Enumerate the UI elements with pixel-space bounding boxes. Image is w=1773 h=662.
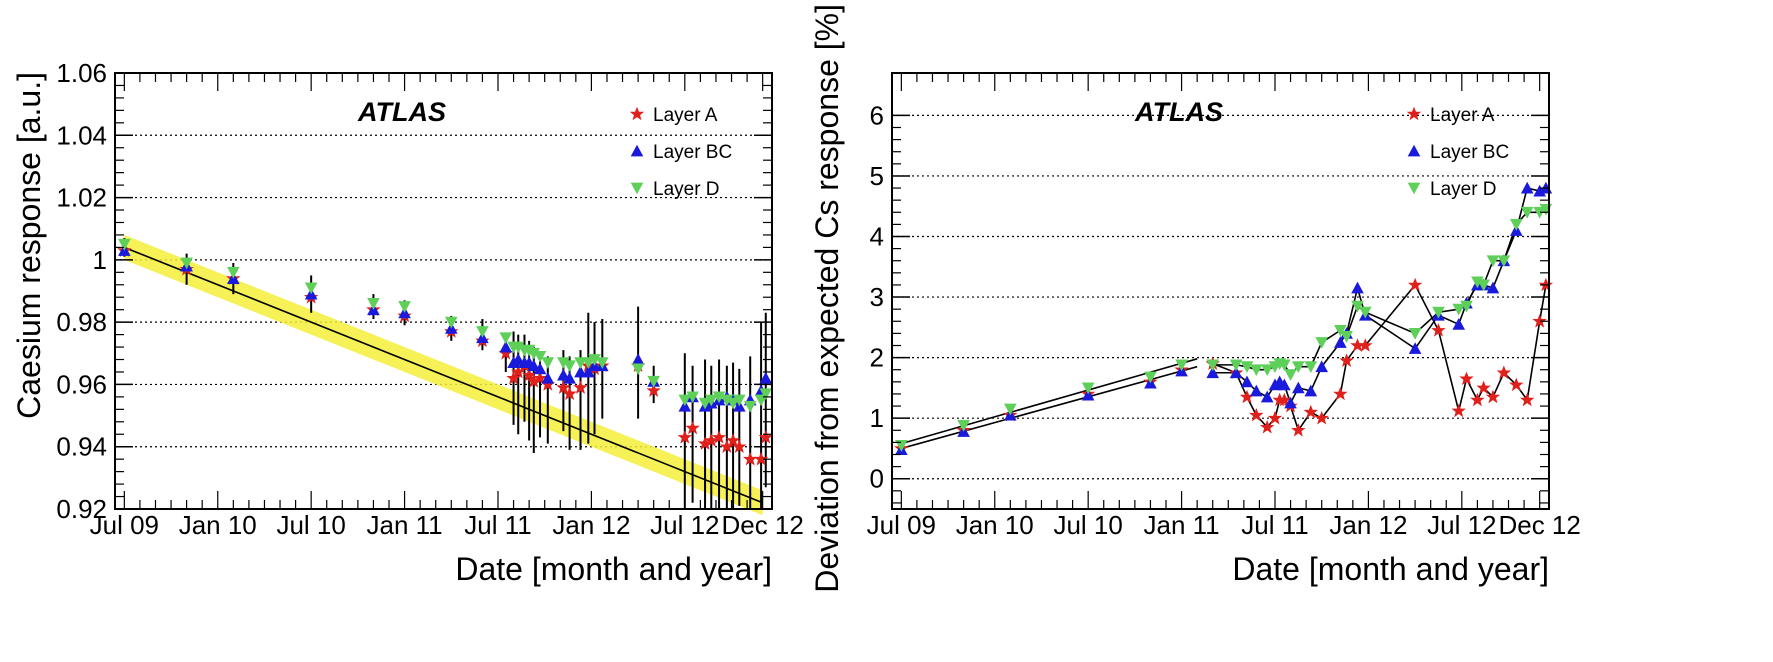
data-point-layer-d: [632, 363, 645, 375]
data-point-layer-a: [1520, 393, 1534, 407]
data-point-layer-d: [744, 401, 757, 413]
left-y-tick-label: 1.04: [56, 120, 107, 150]
trend-line: [901, 359, 1197, 444]
legend-marker-layer-a: [1407, 107, 1421, 121]
data-point-layer-d: [1510, 219, 1523, 231]
data-point-layer-d: [1359, 307, 1372, 319]
expected-decrease-line: [124, 247, 762, 502]
left-atlas-label: ATLAS: [357, 97, 446, 127]
data-point-layer-d: [1284, 369, 1297, 381]
data-point-layer-a: [1268, 411, 1282, 425]
right-x-axis-title: Date [month and year]: [1232, 551, 1549, 587]
data-point-layer-a: [1240, 390, 1254, 404]
data-point-layer-d: [1409, 328, 1422, 340]
left-x-tick-label: Jul 12: [650, 510, 719, 540]
right-y-axis-title: Deviation from expected Cs response [%]: [809, 4, 845, 593]
legend-label: Layer D: [653, 179, 720, 200]
right-y-tick-label: 2: [870, 343, 884, 373]
data-point-layer-a: [1333, 387, 1347, 401]
right-y-tick-label: 1: [870, 403, 884, 433]
legend-marker-layer-bc: [631, 145, 644, 157]
left-y-tick-label: 1.02: [56, 183, 107, 213]
data-point-layer-d: [895, 440, 908, 452]
left-x-tick-label: Dec 12: [721, 510, 803, 540]
legend-marker-layer-bc: [1408, 145, 1421, 157]
left-y-tick-label: 0.96: [56, 369, 107, 399]
right-markers: [894, 182, 1553, 455]
left-x-axis-title: Date [month and year]: [455, 551, 772, 587]
left-x-tick-label: Jan 11: [367, 510, 443, 540]
right-plot-frame: [892, 73, 1549, 509]
legend-label: Layer A: [1430, 105, 1495, 126]
data-point-layer-a: [1249, 408, 1263, 422]
right-atlas-label: ATLAS: [1134, 97, 1223, 127]
data-point-layer-d: [305, 282, 318, 294]
right-tick-labels: 0 1 2 3 4 5 6 Jul 09 Jan 10 Jul 10 Jan 11 Jul 11 Jan…: [867, 100, 1581, 540]
data-point-layer-a: [1314, 411, 1328, 425]
series-line-layer-bc: [1213, 188, 1546, 403]
data-point-layer-bc: [1351, 282, 1364, 294]
right-x-tick-label: Jan 12: [1329, 510, 1407, 540]
right-legend: Layer A Layer BC Layer D: [1407, 105, 1509, 200]
right-lines: [901, 188, 1546, 448]
left-y-axis-title: Caesium response [a.u.]: [11, 72, 47, 419]
data-point-layer-bc: [632, 353, 645, 365]
right-y-tick-label: 3: [870, 282, 884, 312]
data-point-layer-bc: [1452, 318, 1465, 330]
left-y-tick-label: 1.06: [56, 58, 107, 88]
legend-marker-layer-a: [630, 107, 644, 121]
left-x-tick-label: Jul 10: [276, 510, 345, 540]
right-x-tick-label: Dec 12: [1498, 510, 1580, 540]
right-y-tick-label: 6: [870, 100, 884, 130]
data-point-layer-d: [476, 326, 489, 338]
data-point-layer-a: [1408, 278, 1422, 292]
trend-line: [901, 367, 1197, 449]
legend-label: Layer A: [653, 105, 718, 126]
data-point-layer-bc: [1409, 342, 1422, 354]
left-panel: 0.92 0.94 0.96 0.98 1 1.02 1.04 1.06 Jul 09 Jan 1…: [11, 58, 804, 587]
legend-marker-layer-d: [1408, 183, 1421, 195]
right-ticks: [892, 73, 1549, 509]
data-point-layer-bc: [1521, 182, 1534, 194]
data-point-layer-d: [563, 360, 576, 372]
data-point-layer-bc: [1292, 382, 1305, 394]
left-legend: Layer A Layer BC Layer D: [630, 105, 732, 200]
data-point-layer-d: [398, 301, 411, 313]
data-point-layer-bc: [1487, 282, 1500, 294]
right-x-tick-label: Jul 12: [1427, 510, 1496, 540]
right-y-tick-label: 4: [870, 222, 884, 252]
left-y-tick-label: 0.94: [56, 432, 107, 462]
left-y-tick-label: 0.98: [56, 307, 107, 337]
left-band: [124, 235, 762, 515]
right-x-tick-label: Jul 11: [1241, 510, 1308, 540]
legend-marker-layer-d: [631, 183, 644, 195]
data-point-layer-bc: [1261, 391, 1274, 403]
legend-label: Layer BC: [653, 142, 732, 163]
right-x-tick-label: Jul 10: [1053, 510, 1122, 540]
right-panel: 0 1 2 3 4 5 6 Jul 09 Jan 10 Jul 10 Jan 11 Jul 11 Jan…: [809, 4, 1581, 593]
data-point-layer-a: [1291, 423, 1305, 437]
right-y-tick-label: 0: [870, 464, 884, 494]
left-x-tick-label: Jul 11: [464, 510, 531, 540]
figure: 0.920.940.960.9811.021.041.06Jul 09 Jan 1…: [0, 0, 1773, 662]
right-x-tick-label: Jan 10: [956, 510, 1034, 540]
data-point-layer-a: [1459, 372, 1473, 386]
left-x-tick-label: Jan 10: [179, 510, 257, 540]
right-y-tick-label: 5: [870, 161, 884, 191]
legend-label: Layer BC: [1430, 142, 1509, 163]
left-x-tick-label: Jul 09: [90, 510, 159, 540]
data-point-layer-a: [1452, 404, 1466, 418]
right-x-tick-label: Jul 09: [867, 510, 936, 540]
legend-label: Layer D: [1430, 179, 1497, 200]
data-point-layer-d: [1241, 361, 1254, 373]
right-x-tick-label: Jan 11: [1144, 510, 1220, 540]
data-point-layer-d: [1315, 337, 1328, 349]
data-point-layer-a: [1431, 323, 1445, 337]
data-point-layer-a: [1470, 393, 1484, 407]
left-x-tick-label: Jan 12: [552, 510, 630, 540]
left-y-tick-label: 1: [93, 245, 107, 275]
data-point-layer-d: [542, 357, 555, 369]
